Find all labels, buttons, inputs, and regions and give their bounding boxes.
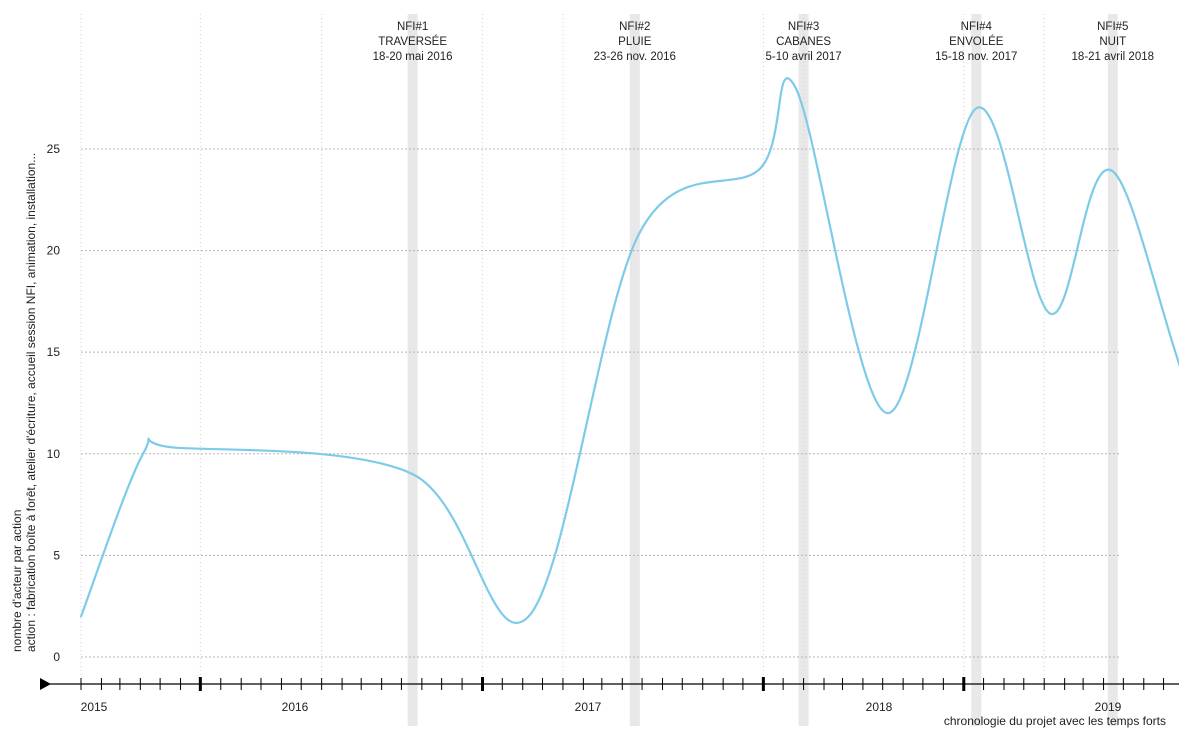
x-axis xyxy=(40,677,1179,691)
event-label-1: NFI#1 TRAVERSÉE 18-20 mai 2016 xyxy=(373,21,453,63)
event-theme: ENVOLÉE xyxy=(949,35,1004,48)
event-dates: 18-21 avril 2018 xyxy=(1072,51,1154,63)
event-dates: 5-10 avril 2017 xyxy=(766,51,842,63)
event-labels: NFI#1 TRAVERSÉE 18-20 mai 2016 NFI#2 PLUIE 23… xyxy=(373,21,1154,63)
event-dates: 15-18 nov. 2017 xyxy=(935,51,1017,63)
event-bands xyxy=(407,14,1118,726)
year-label-2019: 2019 xyxy=(1095,700,1122,714)
event-name: NFI#4 xyxy=(961,21,993,33)
year-label-2017: 2017 xyxy=(575,700,602,714)
event-band-2 xyxy=(629,14,640,726)
y-tick-label-0: 0 xyxy=(53,650,60,664)
event-label-2: NFI#2 PLUIE 23-26 nov. 2016 xyxy=(594,21,676,63)
series-line-path xyxy=(79,77,1179,625)
event-name: NFI#1 xyxy=(397,21,428,33)
event-name: NFI#5 xyxy=(1097,21,1128,33)
year-label-2015: 2015 xyxy=(81,700,108,714)
event-name: NFI#3 xyxy=(788,21,819,33)
y-tick-label-20: 20 xyxy=(47,244,61,258)
x-axis-label: chronologie du projet avec les temps for… xyxy=(944,714,1166,728)
y-tick-label-5: 5 xyxy=(53,548,60,562)
event-theme: NUIT xyxy=(1099,36,1126,48)
event-theme: TRAVERSÉE xyxy=(378,35,447,48)
event-label-4: NFI#4 ENVOLÉE 15-18 nov. 2017 xyxy=(935,21,1017,63)
event-theme: CABANES xyxy=(776,36,831,48)
horizontal-gridlines xyxy=(81,148,1121,658)
year-labels: 2015 2016 2017 2018 2019 xyxy=(81,700,1122,714)
event-band-4 xyxy=(971,14,982,726)
year-label-2016: 2016 xyxy=(282,700,309,714)
event-label-5: NFI#5 NUIT 18-21 avril 2018 xyxy=(1072,21,1154,63)
y-tick-labels: 0 5 10 15 20 25 xyxy=(47,142,61,664)
event-label-3: NFI#3 CABANES 5-10 avril 2017 xyxy=(766,21,842,63)
event-name: NFI#2 xyxy=(619,21,650,33)
y-tick-label-15: 15 xyxy=(47,345,61,359)
y-axis-label-line-2: action : fabrication boîte à forêt, atel… xyxy=(24,153,38,652)
series-line xyxy=(79,77,1179,625)
y-axis-label-line-1: nombre d'acteur par action xyxy=(10,510,24,652)
event-dates: 18-20 mai 2016 xyxy=(373,51,453,63)
y-axis-label-2: action : fabrication boîte à forêt, atel… xyxy=(24,153,38,652)
x-axis-arrow xyxy=(40,678,51,690)
y-tick-label-25: 25 xyxy=(47,142,61,156)
event-dates: 23-26 nov. 2016 xyxy=(594,51,676,63)
y-tick-label-10: 10 xyxy=(47,447,61,461)
y-axis-label: nombre d'acteur par action xyxy=(10,510,24,652)
vertical-gridlines xyxy=(80,14,1045,684)
event-theme: PLUIE xyxy=(618,36,652,48)
event-band-1 xyxy=(407,14,418,726)
event-band-5 xyxy=(1107,14,1118,726)
year-label-2018: 2018 xyxy=(866,700,893,714)
